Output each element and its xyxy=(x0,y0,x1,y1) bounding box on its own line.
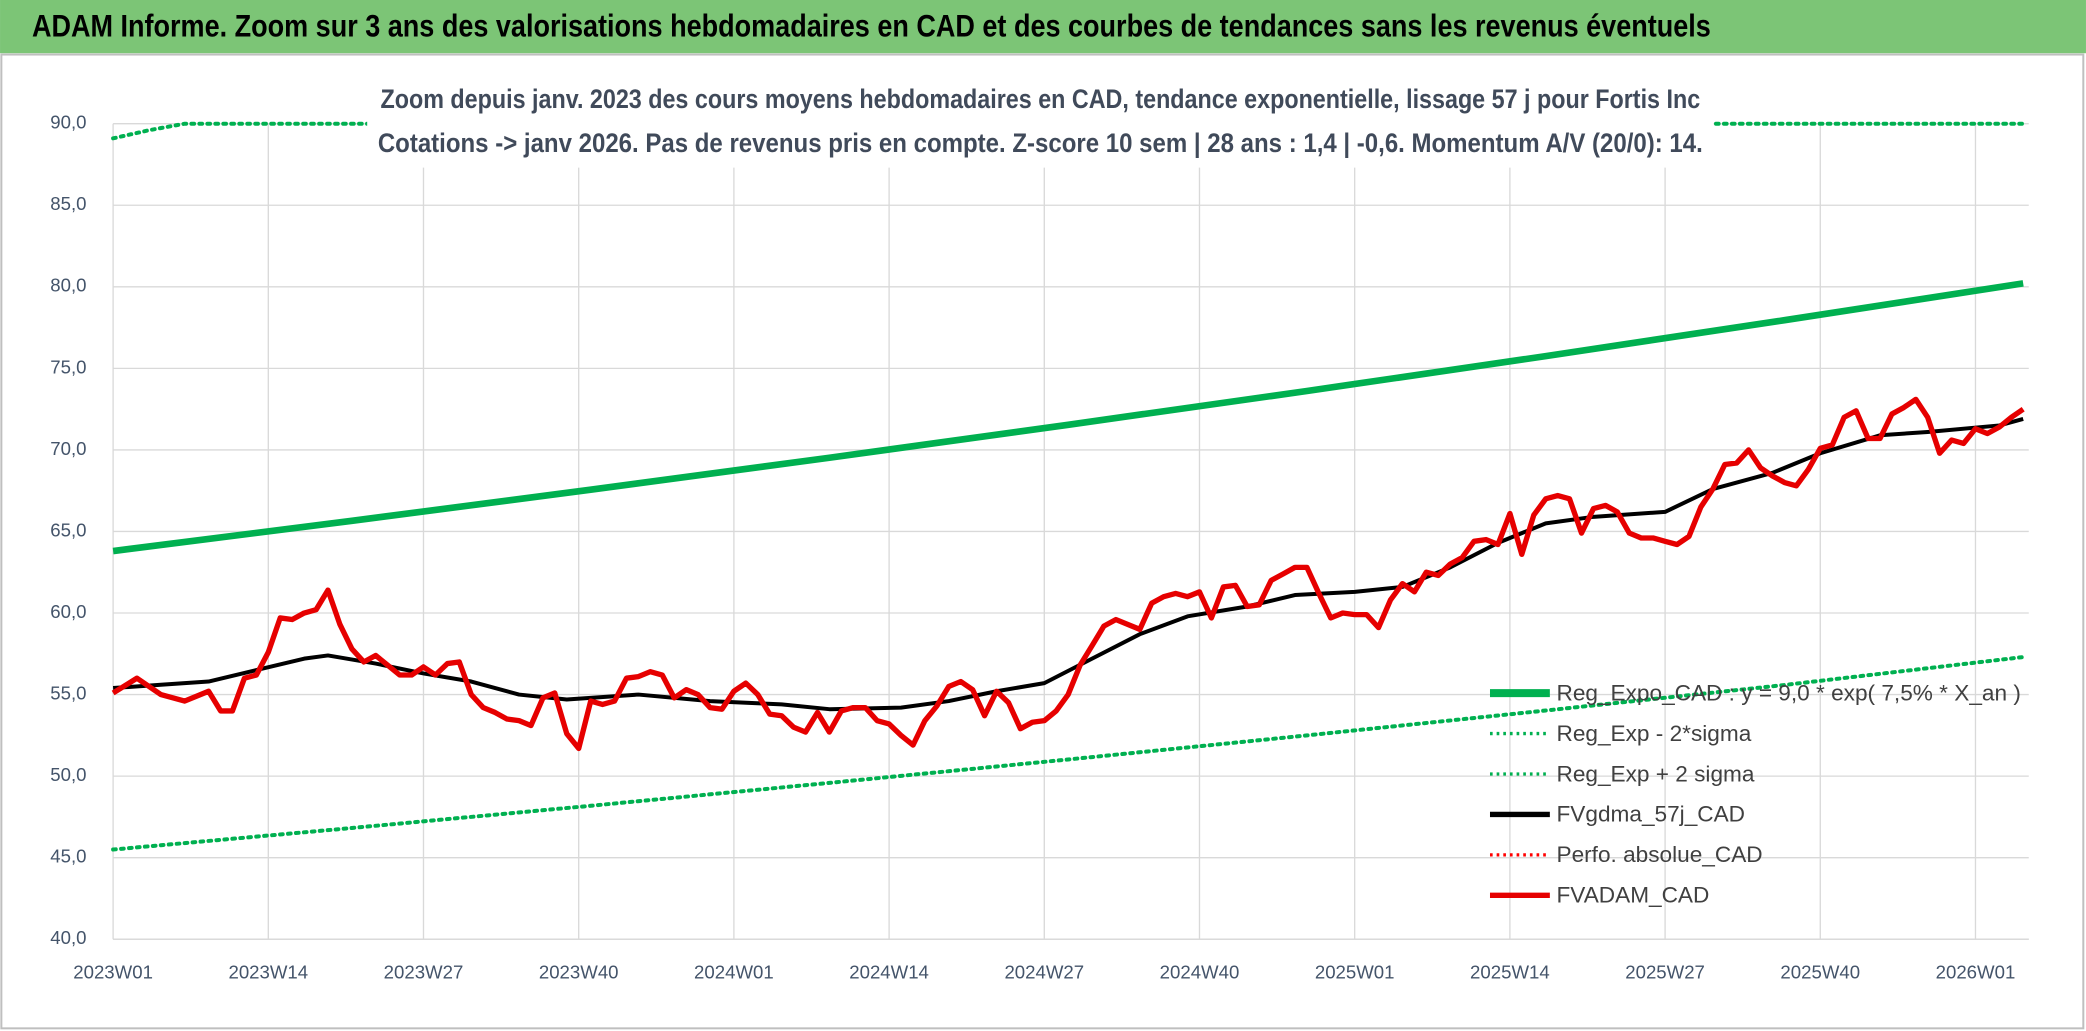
x-tick-label: 2024W01 xyxy=(694,962,774,983)
x-tick-label: 2023W01 xyxy=(73,962,153,983)
legend-label: FVgdma_57j_CAD xyxy=(1557,802,1746,827)
y-tick-label: 80,0 xyxy=(50,275,86,296)
y-tick-label: 65,0 xyxy=(50,519,86,540)
x-tick-label: 2024W14 xyxy=(849,962,929,983)
y-tick-label: 70,0 xyxy=(50,438,86,459)
series-line xyxy=(112,280,2024,555)
series-line xyxy=(111,655,2026,852)
x-tick-label: 2025W01 xyxy=(1315,962,1395,983)
y-tick-label: 75,0 xyxy=(50,356,86,377)
x-tick-label: 2023W27 xyxy=(384,962,464,983)
y-tick-label: 85,0 xyxy=(50,193,86,214)
x-tick-label: 2026W01 xyxy=(1936,962,2016,983)
legend-label: Perfo. absolue_CAD xyxy=(1557,842,1763,867)
chart-subtitle: Cotations -> janv 2026. Pas de revenus p… xyxy=(378,128,1703,158)
x-tick-label: 2025W40 xyxy=(1780,962,1860,983)
legend-label: FVADAM_CAD xyxy=(1557,883,1710,908)
y-tick-label: 40,0 xyxy=(50,927,86,948)
x-tick-label: 2024W40 xyxy=(1160,962,1240,983)
header-bar xyxy=(0,0,2086,54)
y-tick-label: 45,0 xyxy=(50,846,86,867)
x-tick-label: 2023W40 xyxy=(539,962,619,983)
x-tick-label: 2025W27 xyxy=(1625,962,1705,983)
title-box xyxy=(367,79,1714,168)
legend: Reg_Expo_CAD : y = 9,0 * exp( 7,5% * X_a… xyxy=(1489,680,2021,908)
chart-title: Zoom depuis janv. 2023 des cours moyens … xyxy=(380,84,1700,114)
chart-frame xyxy=(0,53,2085,1030)
legend-label: Reg_Exp - 2*sigma xyxy=(1557,721,1752,746)
titles: Zoom depuis janv. 2023 des cours moyens … xyxy=(367,79,1714,168)
legend-label: Reg_Exp + 2 sigma xyxy=(1557,761,1755,786)
header-title: ADAM Informe. Zoom sur 3 ans des valoris… xyxy=(32,7,1711,43)
y-tick-label: 55,0 xyxy=(50,682,86,703)
grid: 40,0 45,0 50,0 55,0 60,0 65,0 70,0 75,0 80,0 85,0… xyxy=(50,112,2029,983)
x-tick-label: 2025W14 xyxy=(1470,962,1550,983)
y-tick-label: 60,0 xyxy=(50,601,86,622)
y-tick-label: 90,0 xyxy=(50,112,86,133)
legend-label: Reg_Expo_CAD : y = 9,0 * exp( 7,5% * X_a… xyxy=(1557,680,2021,705)
series-line xyxy=(111,396,2025,752)
y-tick-label: 50,0 xyxy=(50,764,86,785)
x-tick-label: 2023W14 xyxy=(228,962,308,983)
x-tick-label: 2024W27 xyxy=(1004,962,1084,983)
